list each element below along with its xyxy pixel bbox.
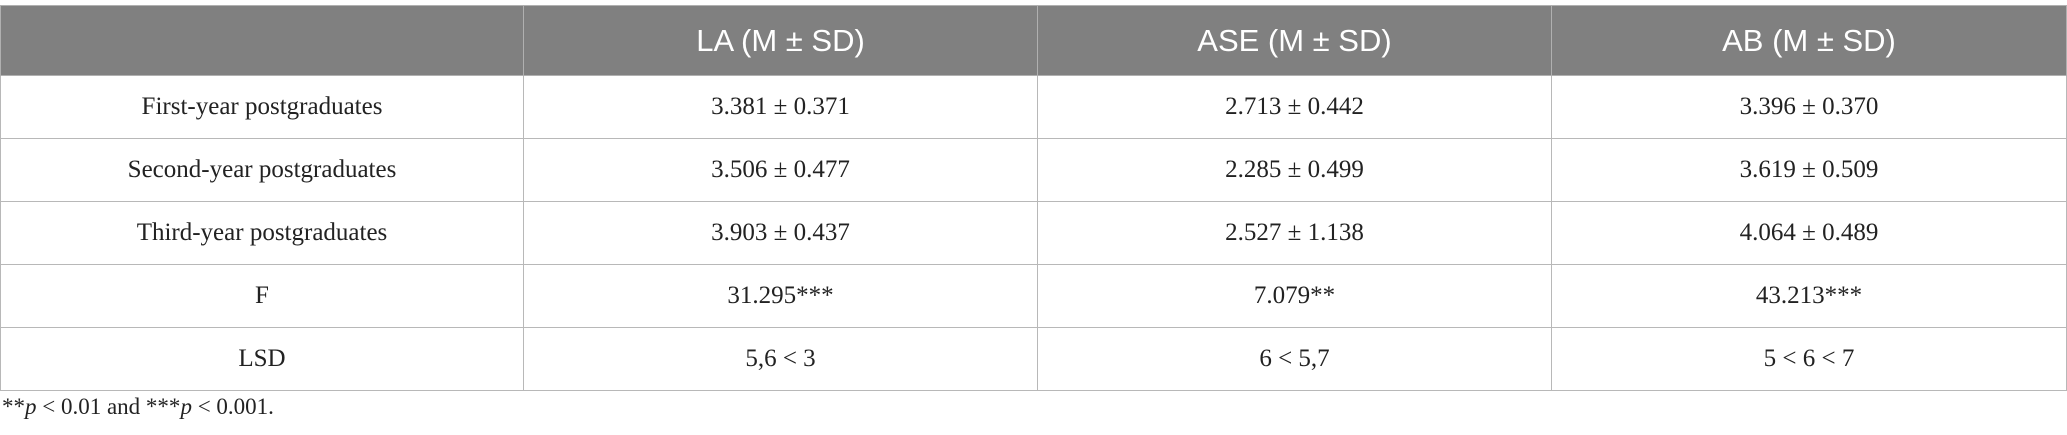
header-cell <box>0 5 524 76</box>
table-cell: First-year postgraduates <box>0 75 524 139</box>
footnote-text: p <box>25 394 37 419</box>
header-row: LA (M ± SD) ASE (M ± SD) AB (M ± SD) <box>0 5 2067 76</box>
footnote-text: p <box>180 394 192 419</box>
table-cell: 3.381 ± 0.371 <box>523 75 1038 139</box>
footnote-text: < 0.001. <box>191 394 274 419</box>
footnote-text: < 0.01 and *** <box>36 394 181 419</box>
header-cell: LA (M ± SD) <box>523 5 1038 76</box>
table-cell: 43.213*** <box>1551 264 2067 328</box>
table-cell: 5,6 < 3 <box>523 327 1038 391</box>
footnote-text: ** <box>2 394 25 419</box>
table-row: F 31.295*** 7.079** 43.213*** <box>0 264 2067 328</box>
table-cell: 2.285 ± 0.499 <box>1037 138 1552 202</box>
table-cell: 4.064 ± 0.489 <box>1551 201 2067 265</box>
table-cell: 3.903 ± 0.437 <box>523 201 1038 265</box>
table-cell: Second-year postgraduates <box>0 138 524 202</box>
table-row: Third-year postgraduates 3.903 ± 0.437 2.5… <box>0 201 2067 265</box>
table-row: First-year postgraduates 3.381 ± 0.371 2.7… <box>0 75 2067 139</box>
table-cell: 5 < 6 < 7 <box>1551 327 2067 391</box>
table-cell: 6 < 5,7 <box>1037 327 1552 391</box>
table-cell: LSD <box>0 327 524 391</box>
table-cell: 3.396 ± 0.370 <box>1551 75 2067 139</box>
table-cell: F <box>0 264 524 328</box>
data-table: LA (M ± SD) ASE (M ± SD) AB (M ± SD) First… <box>0 5 2067 391</box>
table-cell: 2.713 ± 0.442 <box>1037 75 1552 139</box>
header-cell: AB (M ± SD) <box>1551 5 2067 76</box>
table-row: Second-year postgraduates 3.506 ± 0.477 2.… <box>0 138 2067 202</box>
table-cell: 31.295*** <box>523 264 1038 328</box>
footnote: **p < 0.01 and ***p < 0.001. <box>2 394 274 420</box>
table-cell: 3.506 ± 0.477 <box>523 138 1038 202</box>
table-body: First-year postgraduates 3.381 ± 0.371 2.7… <box>0 75 2067 391</box>
table-cell: 2.527 ± 1.138 <box>1037 201 1552 265</box>
table-cell: Third-year postgraduates <box>0 201 524 265</box>
table-cell: 3.619 ± 0.509 <box>1551 138 2067 202</box>
header-cell: ASE (M ± SD) <box>1037 5 1552 76</box>
table-cell: 7.079** <box>1037 264 1552 328</box>
